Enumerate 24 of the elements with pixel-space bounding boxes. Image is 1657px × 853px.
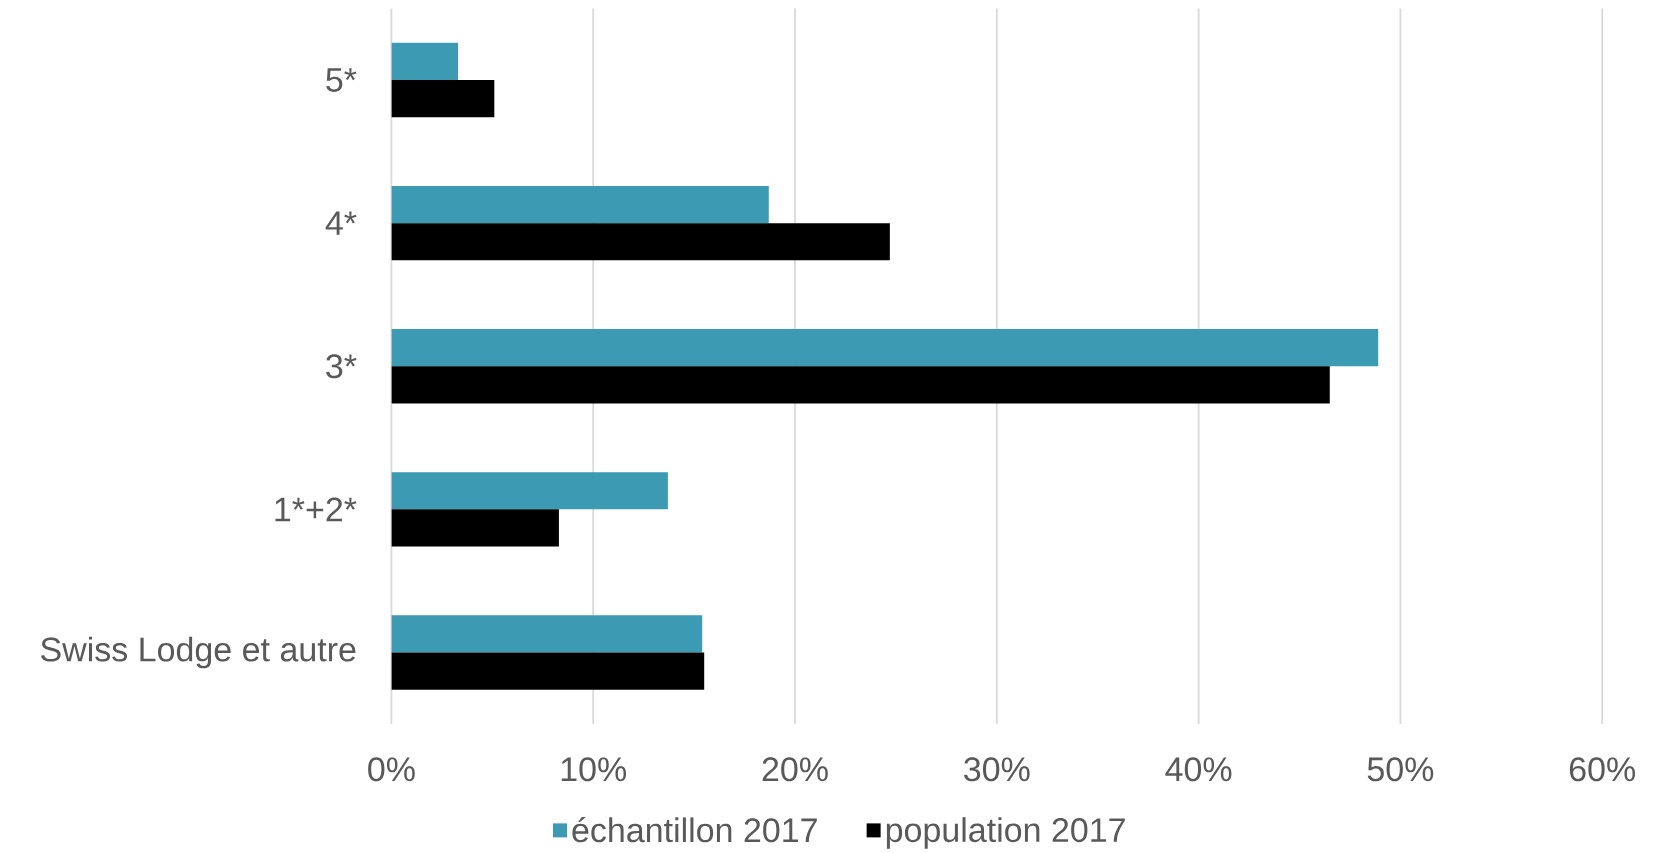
- bar: [391, 472, 668, 510]
- bar: [391, 223, 890, 261]
- x-tick-label: 10%: [561, 757, 626, 782]
- bar: [391, 80, 495, 118]
- x-tick-label: 50%: [1367, 757, 1434, 782]
- y-tick-label: 3*: [326, 354, 357, 379]
- y-tick-label: 5*: [326, 68, 357, 92]
- bar: [391, 329, 1379, 367]
- x-tick-label: 60%: [1569, 757, 1635, 782]
- x-tick-label: 30%: [964, 757, 1030, 782]
- bar: [391, 366, 1330, 404]
- x-tick-label: 20%: [762, 757, 828, 782]
- legend-label: population 2017: [886, 817, 1125, 849]
- y-tick-label: 1*+2*: [275, 497, 357, 522]
- x-tick-label: 0%: [368, 757, 415, 782]
- bar: [391, 185, 769, 224]
- y-tick-label: 4*: [325, 211, 357, 235]
- y-tick-label: Swiss Lodge et autre: [41, 636, 356, 669]
- bar: [391, 509, 559, 547]
- bar: [391, 615, 703, 653]
- bar: [391, 652, 705, 690]
- bar: [391, 42, 458, 81]
- x-tick-label: 40%: [1165, 757, 1232, 782]
- legend-label: échantillon 2017: [572, 816, 817, 843]
